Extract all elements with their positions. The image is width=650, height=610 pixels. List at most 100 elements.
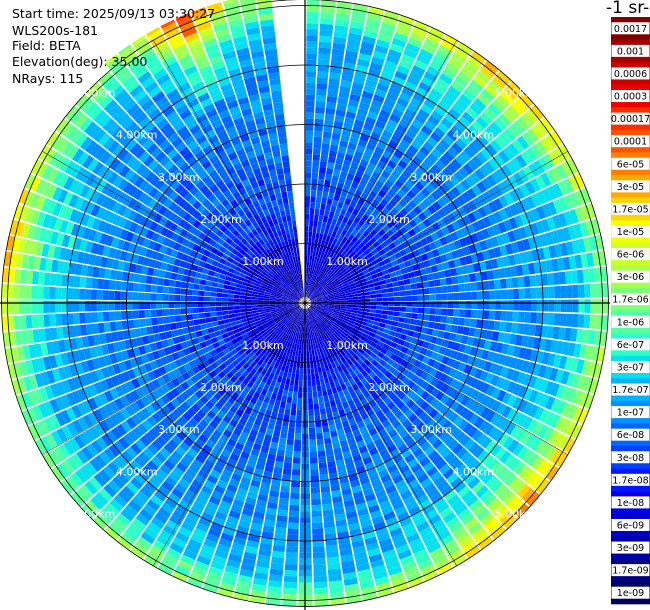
ppi-cell bbox=[379, 318, 387, 324]
ppi-cell bbox=[363, 248, 371, 256]
ppi-cell bbox=[286, 396, 293, 404]
ppi-cell bbox=[469, 102, 483, 116]
ppi-cell bbox=[73, 313, 80, 325]
ppi-cell bbox=[460, 179, 471, 191]
ppi-cell bbox=[391, 108, 404, 118]
ppi-cell bbox=[346, 148, 355, 156]
ppi-cell bbox=[321, 149, 329, 156]
ppi-cell bbox=[314, 282, 319, 289]
ppi-cell bbox=[210, 316, 218, 322]
ppi-cell bbox=[380, 198, 389, 207]
ppi-cell bbox=[186, 308, 193, 314]
ppi-cell bbox=[586, 203, 596, 219]
ppi-cell bbox=[517, 323, 525, 335]
ppi-cell bbox=[538, 156, 551, 172]
ppi-cell bbox=[321, 281, 327, 287]
ppi-cell bbox=[348, 32, 362, 42]
ppi-cell bbox=[369, 309, 377, 314]
ppi-cell bbox=[310, 301, 317, 303]
ppi-cell bbox=[550, 230, 560, 244]
ppi-cell bbox=[513, 300, 520, 311]
ppi-cell bbox=[316, 226, 321, 234]
ppi-cell bbox=[451, 250, 460, 260]
ppi-cell bbox=[310, 300, 317, 302]
ppi-cell bbox=[378, 228, 386, 237]
ppi-cell bbox=[311, 492, 321, 500]
ppi-cell bbox=[138, 310, 145, 319]
ppi-cell bbox=[139, 318, 147, 328]
ppi-cell bbox=[321, 383, 327, 391]
ppi-cell bbox=[385, 92, 398, 103]
ppi-cell bbox=[336, 283, 343, 288]
ppi-cell bbox=[534, 324, 542, 337]
ppi-cell bbox=[308, 293, 313, 299]
ppi-cell bbox=[326, 388, 333, 396]
ppi-cell bbox=[306, 291, 308, 298]
ppi-cell bbox=[435, 229, 445, 239]
ppi-cell bbox=[383, 257, 391, 265]
ppi-cell bbox=[457, 42, 473, 55]
ppi-cell bbox=[422, 208, 432, 218]
ppi-cell bbox=[578, 299, 585, 313]
ppi-cell bbox=[367, 266, 375, 272]
ppi-cell bbox=[432, 272, 440, 280]
ppi-cell bbox=[525, 300, 532, 311]
ppi-cell bbox=[350, 15, 366, 24]
ppi-cell bbox=[417, 307, 424, 314]
ppi-cell bbox=[288, 510, 300, 518]
ppi-cell bbox=[540, 325, 548, 338]
ppi-cell bbox=[138, 292, 145, 301]
ppi-cell bbox=[466, 336, 474, 346]
ppi-cell bbox=[386, 315, 394, 321]
ppi-cell bbox=[351, 312, 358, 317]
ppi-cell bbox=[547, 201, 558, 216]
ppi-cell bbox=[305, 59, 317, 66]
ppi-cell bbox=[509, 333, 517, 345]
ppi-cell bbox=[333, 291, 340, 295]
ppi-cell bbox=[318, 271, 324, 278]
ppi-cell bbox=[329, 144, 339, 152]
ppi-cell bbox=[412, 26, 428, 38]
ppi-cell bbox=[310, 202, 316, 209]
ppi-cell bbox=[368, 316, 375, 321]
ppi-cell bbox=[476, 281, 483, 291]
ppi-cell bbox=[310, 190, 317, 197]
ppi-cell bbox=[533, 261, 542, 274]
ppi-cell bbox=[326, 269, 332, 276]
ppi-cell bbox=[315, 196, 322, 204]
ppi-cell bbox=[404, 284, 412, 291]
ppi-cell bbox=[358, 299, 365, 302]
ppi-cell bbox=[354, 280, 362, 286]
ppi-cell bbox=[481, 319, 489, 330]
ppi-cell bbox=[359, 178, 368, 187]
ppi-cell bbox=[316, 83, 328, 90]
ppi-cell bbox=[324, 179, 331, 187]
ppi-cell bbox=[278, 503, 289, 511]
ppi-cell bbox=[328, 271, 334, 277]
ppi-cell bbox=[545, 259, 553, 273]
ppi-cell bbox=[352, 304, 359, 308]
ppi-cell bbox=[313, 581, 328, 589]
ppi-cell bbox=[484, 161, 496, 174]
ppi-cell bbox=[375, 180, 384, 189]
ppi-cell bbox=[287, 432, 295, 440]
ppi-cell bbox=[387, 310, 394, 316]
ppi-cell bbox=[470, 309, 478, 319]
ppi-cell bbox=[322, 253, 327, 260]
ppi-cell bbox=[467, 212, 477, 223]
ppi-cell bbox=[431, 222, 441, 232]
ppi-cell bbox=[520, 335, 529, 347]
ppi-cell bbox=[429, 179, 440, 190]
ppi-cell bbox=[426, 251, 434, 260]
ppi-cell bbox=[492, 75, 507, 89]
ppi-cell bbox=[317, 390, 323, 398]
ppi-cell bbox=[328, 297, 335, 300]
ppi-cell bbox=[109, 321, 117, 332]
ppi-cell bbox=[339, 265, 346, 272]
ppi-cell bbox=[91, 312, 98, 323]
ppi-cell bbox=[115, 280, 122, 291]
ppi-cell bbox=[488, 310, 496, 320]
ppi-cell bbox=[307, 392, 313, 399]
ppi-cell bbox=[305, 160, 312, 167]
ppi-cell bbox=[525, 210, 535, 224]
